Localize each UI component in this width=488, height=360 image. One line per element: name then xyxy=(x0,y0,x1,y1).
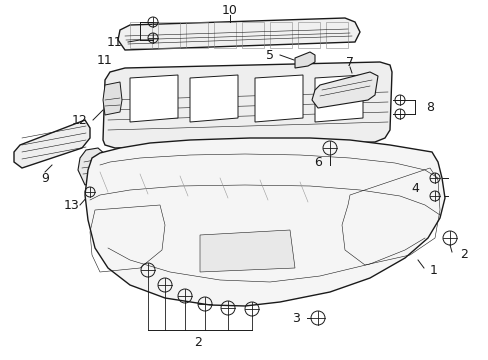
Polygon shape xyxy=(311,72,377,108)
Polygon shape xyxy=(294,52,314,68)
Polygon shape xyxy=(130,75,178,122)
Polygon shape xyxy=(314,75,362,122)
Text: 9: 9 xyxy=(41,171,49,185)
Text: 11: 11 xyxy=(107,36,122,49)
Text: 11: 11 xyxy=(97,54,113,67)
Polygon shape xyxy=(200,230,294,272)
Polygon shape xyxy=(118,18,359,50)
Polygon shape xyxy=(254,75,303,122)
Polygon shape xyxy=(190,75,238,122)
Text: 7: 7 xyxy=(346,55,353,68)
Polygon shape xyxy=(85,138,444,306)
Text: 6: 6 xyxy=(313,156,321,168)
Text: 4: 4 xyxy=(410,181,418,194)
Text: 3: 3 xyxy=(291,311,299,324)
Polygon shape xyxy=(14,120,90,168)
Text: 2: 2 xyxy=(194,336,202,348)
Polygon shape xyxy=(103,62,391,148)
Text: 1: 1 xyxy=(429,264,437,276)
Polygon shape xyxy=(78,148,108,185)
Text: 12: 12 xyxy=(72,113,88,126)
Text: 2: 2 xyxy=(459,248,467,261)
Text: 8: 8 xyxy=(425,100,433,113)
Text: 13: 13 xyxy=(64,198,80,212)
Text: 5: 5 xyxy=(265,49,273,62)
Polygon shape xyxy=(103,82,122,115)
Text: 10: 10 xyxy=(222,4,238,17)
